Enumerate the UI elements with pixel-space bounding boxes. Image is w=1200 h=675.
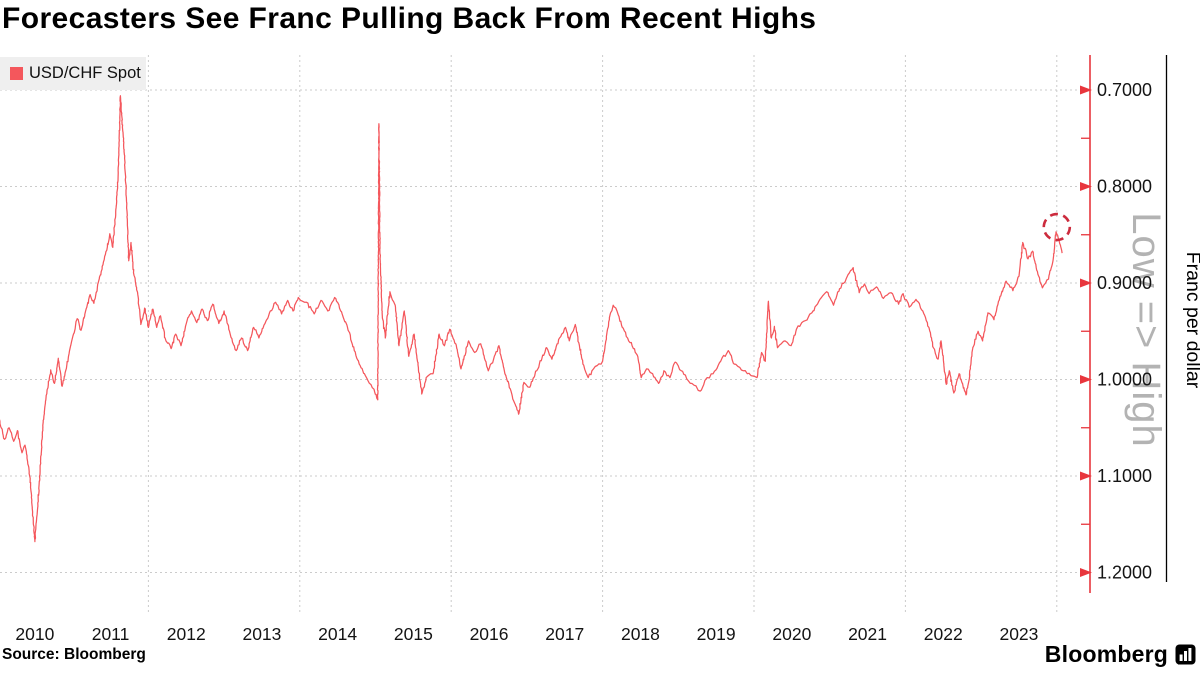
- y-tick-label: 0.8000: [1097, 177, 1152, 197]
- x-tick-label: 2012: [167, 624, 206, 644]
- y-major-tick-arrow: [1080, 182, 1092, 191]
- x-tick-label: 2011: [92, 624, 130, 644]
- y-tick-label: 1.1000: [1097, 466, 1152, 486]
- y-major-tick-arrow: [1080, 278, 1092, 288]
- y-tick-label: 0.7000: [1097, 80, 1152, 100]
- bloomberg-logo-text: Bloomberg: [1044, 641, 1168, 667]
- x-tick-label: 2014: [318, 624, 357, 644]
- legend: USD/CHF Spot: [0, 57, 146, 90]
- page-title: Forecasters See Franc Pulling Back From …: [2, 2, 817, 35]
- x-tick-label: 2010: [15, 624, 54, 644]
- x-tick-label: 2017: [545, 624, 584, 644]
- y-tick-label: 0.9000: [1097, 273, 1152, 293]
- legend-swatch-icon: [10, 67, 23, 80]
- y-tick-label: 1.0000: [1097, 370, 1152, 390]
- source-text: Source: Bloomberg: [2, 646, 146, 663]
- y-tick-label: 1.2000: [1097, 563, 1152, 583]
- annotation-dashed-circle: [1042, 212, 1072, 242]
- x-tick-label: 2016: [470, 624, 509, 644]
- x-tick-label: 2021: [848, 624, 887, 644]
- x-tick-label: 2023: [999, 624, 1038, 644]
- x-tick-label: 2020: [772, 624, 811, 644]
- y-major-tick-arrow: [1080, 471, 1092, 481]
- bloomberg-logo: Bloomberg: [1045, 641, 1196, 668]
- price-line: [0, 95, 1063, 543]
- y-major-tick-arrow: [1080, 568, 1092, 577]
- y-axis-title: Franc per dollar: [1182, 252, 1200, 389]
- x-tick-label: 2013: [242, 624, 281, 644]
- axis-direction-label: Low => High: [1124, 212, 1168, 448]
- y-major-tick-arrow: [1080, 375, 1092, 384]
- legend-label: USD/CHF Spot: [29, 64, 141, 82]
- x-tick-label: 2018: [621, 624, 660, 644]
- x-tick-label: 2022: [924, 624, 963, 644]
- bloomberg-bars-icon: [1175, 644, 1196, 665]
- y-major-tick-arrow: [1080, 85, 1092, 95]
- x-tick-label: 2015: [394, 624, 433, 644]
- x-tick-label: 2019: [697, 624, 736, 644]
